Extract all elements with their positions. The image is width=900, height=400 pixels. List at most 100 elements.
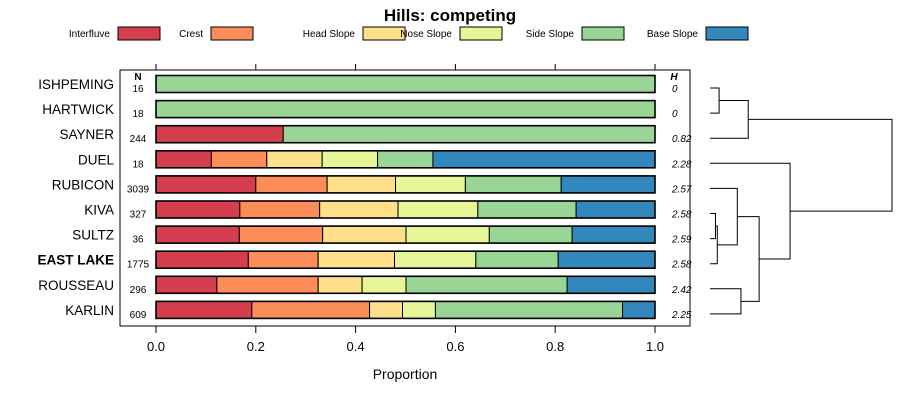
bar-outline [155,250,656,269]
x-axis-title: Proportion [373,366,438,382]
bar-segment-base-slope [560,175,656,194]
bar-segment-crest [251,300,371,319]
bar-row-duel: DUEL 18 2.28 [78,150,692,170]
dendrogram-link [710,225,718,265]
bar-segment-side-slope [405,275,568,294]
bar-segment-head-slope [317,250,396,269]
bar-segment-nose-slope [321,150,379,169]
h-value: 2.28 [671,159,692,170]
bar-segment-base-slope [557,250,656,269]
bar-segment-side-slope [377,150,434,169]
bar-segment-side-slope [155,75,656,93]
dendrogram [710,87,893,315]
bar-row-hartwick: HARTWICK 18 0 [42,99,678,120]
bar-segment-head-slope [326,175,397,194]
h-value: 0 [672,109,678,120]
bar-segment-head-slope [369,300,404,319]
x-tick-label: 0.8 [546,339,564,354]
bar-segment-interfluve [155,275,218,294]
n-value: 1775 [127,260,150,271]
row-label: SULTZ [72,228,114,243]
x-tick-label: 0.2 [247,339,265,354]
legend-label-nose-slope: Nose Slope [400,29,452,40]
bar-segment-nose-slope [394,250,477,269]
bar-segment-interfluve [155,150,212,169]
bar-outline [155,275,656,295]
bar-segment-side-slope [488,225,573,244]
x-tick-label: 1.0 [646,339,664,354]
row-label: DUEL [78,152,115,167]
bar-segment-interfluve [155,225,240,244]
bar-row-rubicon: RUBICON 3039 2.57 [52,175,692,195]
h-value: 2.58 [671,210,692,221]
legend-swatch-head-slope [362,26,406,41]
x-tick-label: 0.4 [347,339,365,354]
x-axis: 0.0 0.2 0.4 0.6 0.8 1.0 [147,64,664,354]
bar-segment-side-slope [464,175,562,194]
bar-segment-nose-slope [397,200,479,219]
x-tick-label: 0.6 [446,339,464,354]
bar-segment-base-slope [571,225,656,244]
bar-outline [155,200,656,219]
n-value: 296 [130,285,147,296]
dendrogram-link [710,187,738,246]
dendrogram-link [710,100,749,139]
row-label: KIVA [84,203,114,218]
legend-swatch-interfluve [117,26,161,41]
bar-segment-side-slope [434,300,624,319]
h-value: 2.25 [671,310,692,321]
bar-outline [155,225,656,244]
row-label: RUBICON [52,177,114,192]
bar-segment-head-slope [317,275,363,294]
bar-row-karlin: KARLIN 609 2.25 [65,300,692,321]
bar-segment-side-slope [477,200,577,219]
bar-outline [155,300,656,320]
bar-row-sultz: SULTZ 36 2.59 [72,225,692,246]
bar-segment-base-slope [622,300,656,319]
legend-label-head-slope: Head Slope [303,29,356,40]
bar-row-sayner: SAYNER 244 0.82 [59,124,692,145]
n-value: 609 [130,310,147,321]
legend-swatch-nose-slope [459,26,503,41]
bar-segment-interfluve [155,250,249,269]
dendrogram-link [710,213,716,240]
n-header: N [134,72,141,83]
bar-segment-crest [210,150,268,169]
bar-outline [155,150,656,169]
row-label: ROUSSEAU [38,278,114,293]
bar-outline [155,74,656,94]
legend-label-base-slope: Base Slope [647,29,699,40]
legend-label-crest: Crest [179,29,203,40]
n-value: 36 [132,235,144,246]
bar-rows: ISHPEMING 16 0 HARTWICK 18 0 SAYNER 244 0.82 DUEL… [37,74,692,321]
bar-segment-base-slope [432,150,656,169]
bar-segment-crest [238,225,324,244]
bar-segment-base-slope [566,275,656,294]
bar-segment-interfluve [155,200,241,219]
n-value: 327 [130,210,147,221]
legend-label-interfluve: Interfluve [69,29,111,40]
row-label: SAYNER [59,127,114,142]
row-label: KARLIN [65,303,114,318]
bar-row-east-lake: EAST LAKE 1775 2.58 [37,250,692,271]
legend: Interfluve Crest Head Slope Nose Slope Side … [69,26,749,41]
n-value: 3039 [127,184,150,195]
bar-segment-crest [255,175,328,194]
legend-swatch-base-slope [705,26,749,41]
row-label: ISHPEMING [38,77,114,92]
legend-swatch-side-slope [581,26,625,41]
bar-segment-nose-slope [402,300,436,319]
bar-row-kiva: KIVA 327 2.58 [84,200,692,221]
bar-segment-base-slope [575,200,656,219]
bar-segment-interfluve [155,175,257,194]
bar-segment-crest [239,200,321,219]
bar-segment-head-slope [319,200,399,219]
row-label: HARTWICK [42,102,114,117]
n-value: 16 [132,84,144,95]
bar-segment-crest [216,275,319,294]
bar-segment-interfluve [155,300,253,319]
n-value: 18 [132,109,144,120]
bar-segment-side-slope [155,100,656,119]
h-value: 0 [672,84,678,95]
